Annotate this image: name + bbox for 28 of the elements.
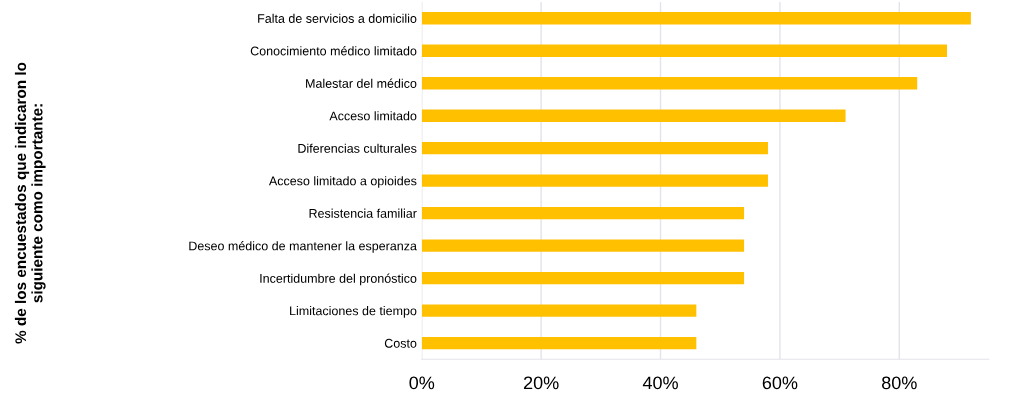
y-tick-label: Falta de servicios a domicilio — [258, 13, 417, 23]
x-tick-label: 20% — [523, 376, 559, 390]
x-tick-label: 40% — [642, 376, 678, 390]
y-tick-label: Incertidumbre del pronóstico — [260, 273, 417, 286]
y-tick-label: Deseo médico de mantener la esperanza — [189, 241, 417, 253]
bar — [421, 12, 971, 25]
bar — [421, 77, 918, 90]
bar — [421, 174, 768, 187]
y-tick-label: Malestar del médico — [306, 78, 417, 88]
bar — [421, 271, 745, 285]
y-tick-label: Resistencia familiar — [309, 208, 417, 218]
x-tick-label: 60% — [762, 376, 798, 390]
y-tick-label: Acceso limitado — [329, 111, 417, 121]
bar — [421, 109, 846, 122]
bar — [421, 304, 697, 317]
y-tick-label: Diferencias culturales — [298, 143, 417, 153]
bar — [421, 44, 948, 57]
bar — [421, 206, 745, 220]
y-tick-label: Conocimiento médico limitado — [250, 46, 417, 56]
bar — [421, 142, 768, 155]
x-tick-label: 0% — [409, 376, 435, 390]
x-tick-label: 80% — [882, 376, 917, 390]
y-tick-label: Costo — [384, 338, 417, 348]
bar — [421, 239, 745, 252]
bar — [421, 336, 697, 350]
y-tick-label: Limitaciones de tiempo — [290, 306, 417, 318]
y-tick-label: Acceso limitado a opioides — [268, 176, 417, 188]
text: % de los encuestados que indicaron lo siguiente como importante: — [14, 62, 46, 344]
